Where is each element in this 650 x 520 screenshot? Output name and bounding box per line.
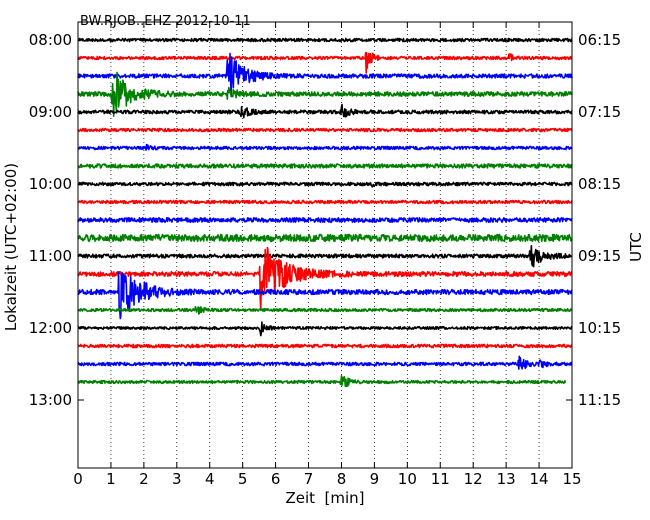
x-tick-label-5: 5 xyxy=(238,470,248,488)
trace-row-10 xyxy=(77,199,573,205)
trace-row-19 xyxy=(77,355,573,370)
left-axis-ticks: 08:00 09:00 10:00 11:00 12:00 13:00 xyxy=(29,31,84,409)
x-tick-label-15: 15 xyxy=(562,470,581,488)
trace-row-8 xyxy=(77,163,573,169)
trace-row-18 xyxy=(77,343,573,349)
left-tick-label: 12:00 xyxy=(29,319,72,337)
left-tick-label: 13:00 xyxy=(29,391,72,409)
x-tick-label-10: 10 xyxy=(398,470,417,488)
right-tick-label: 06:15 xyxy=(578,31,621,49)
trace-row-2 xyxy=(77,51,573,74)
right-axis-label: UTC xyxy=(627,232,645,262)
right-tick-label: 07:15 xyxy=(578,103,621,121)
trace-row-17 xyxy=(77,321,573,337)
trace-row-15 xyxy=(77,271,573,320)
left-tick-label: 11:00 xyxy=(29,247,72,265)
trace-row-9 xyxy=(77,181,573,188)
right-tick-label: 11:15 xyxy=(578,391,621,409)
minute-gridlines xyxy=(110,22,540,468)
trace-row-13 xyxy=(77,245,573,268)
x-tick-label-7: 7 xyxy=(304,470,314,488)
left-axis-label: Lokalzeit (UTC+02:00) xyxy=(2,163,20,331)
trace-row-6 xyxy=(77,127,573,133)
trace-row-3 xyxy=(77,52,573,98)
left-tick-label: 10:00 xyxy=(29,175,72,193)
left-tick-label: 09:00 xyxy=(29,103,72,121)
x-tick-label-14: 14 xyxy=(530,470,549,488)
x-tick-label-1: 1 xyxy=(106,470,116,488)
x-tick-label-13: 13 xyxy=(497,470,516,488)
x-tick-label-0: 0 xyxy=(73,470,83,488)
trace-row-4 xyxy=(77,71,573,117)
trace-row-5 xyxy=(77,103,573,119)
right-tick-label: 09:15 xyxy=(578,247,621,265)
trace-row-1 xyxy=(77,37,573,43)
trace-row-20 xyxy=(77,374,567,388)
left-tick-label: 08:00 xyxy=(29,31,72,49)
x-axis-label: Zeit [min] xyxy=(285,489,364,507)
x-tick-label-8: 8 xyxy=(337,470,347,488)
right-tick-label: 10:15 xyxy=(578,319,621,337)
x-axis-ticks: 0 1 2 3 4 5 6 7 8 9 10 11 12 13 14 15 xyxy=(73,22,582,488)
x-tick-label-6: 6 xyxy=(271,470,281,488)
x-tick-label-12: 12 xyxy=(464,470,483,488)
right-axis-ticks: 06:15 07:15 08:15 09:15 10:15 11:15 xyxy=(566,31,621,409)
trace-row-14 xyxy=(77,246,573,311)
x-tick-label-9: 9 xyxy=(370,470,380,488)
plot-frame xyxy=(77,21,573,469)
trace-row-7 xyxy=(77,143,573,151)
trace-row-12 xyxy=(77,233,573,243)
x-tick-label-3: 3 xyxy=(172,470,182,488)
trace-row-16 xyxy=(77,305,573,315)
x-tick-label-4: 4 xyxy=(205,470,215,488)
x-tick-label-11: 11 xyxy=(431,470,450,488)
x-tick-label-2: 2 xyxy=(139,470,149,488)
seismic-traces xyxy=(77,37,573,388)
right-tick-label: 08:15 xyxy=(578,175,621,193)
trace-row-11 xyxy=(77,217,573,223)
